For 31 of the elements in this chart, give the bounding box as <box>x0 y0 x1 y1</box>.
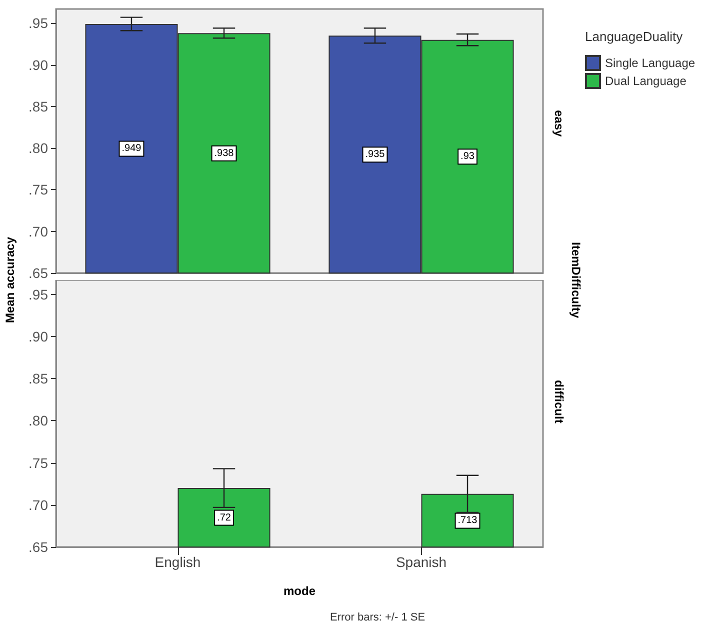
data-label: .935 <box>365 149 386 160</box>
text: easy <box>552 110 566 138</box>
data-label: .938 <box>214 148 234 159</box>
text: Error bars: +/- 1 SE <box>330 612 426 624</box>
legend-title: LanguageDuality <box>585 29 684 44</box>
y-tick-label: .65 <box>28 539 48 555</box>
y-tick-label: .75 <box>28 454 48 471</box>
text: ItemDifficulty <box>569 242 583 318</box>
legend-label: Dual Language <box>605 74 687 88</box>
y-tick-label: .85 <box>28 370 48 387</box>
data-label: .949 <box>122 143 142 154</box>
y-tick-label: .70 <box>28 223 48 240</box>
data-label: .93 <box>460 151 475 162</box>
y-tick-label: .85 <box>28 98 48 114</box>
y-axis-title: Mean accuracy <box>3 236 17 324</box>
y-tick-label: .65 <box>28 265 48 281</box>
y-tick-label: .70 <box>28 496 48 513</box>
x-axis-title: mode <box>283 584 316 598</box>
y-tick-label: .80 <box>28 412 48 429</box>
x-tick-label: English <box>154 554 201 570</box>
data-label: .72 <box>217 512 232 524</box>
y-tick-label: .90 <box>28 328 48 344</box>
y-tick-label: .75 <box>28 182 48 198</box>
text: difficult <box>552 380 566 424</box>
y-tick-label: .95 <box>28 286 48 302</box>
legend-label: Single Language <box>605 56 696 70</box>
data-label: .713 <box>458 515 478 526</box>
y-tick-label: .90 <box>28 56 48 73</box>
y-tick-label: .80 <box>28 140 48 156</box>
y-tick-label: .95 <box>28 15 48 32</box>
x-tick-label: Spanish <box>396 554 447 570</box>
